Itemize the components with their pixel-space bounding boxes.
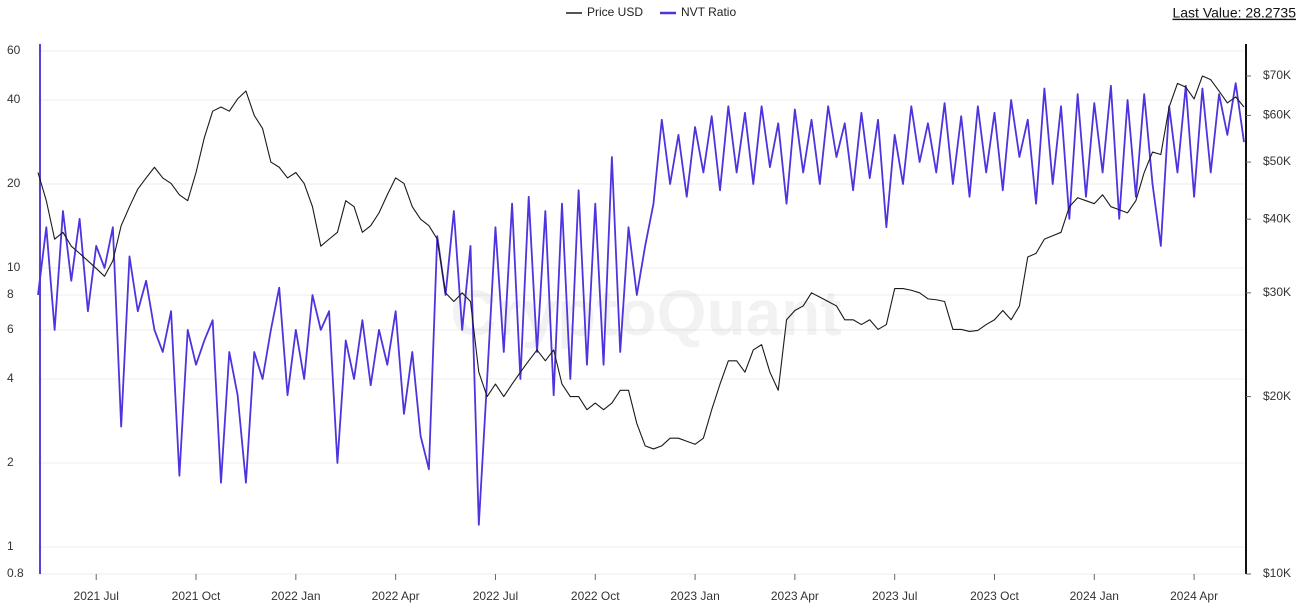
x-tick-label: 2024 Apr [1170,589,1218,603]
y2-tick-label: $40K [1263,211,1291,225]
watermark: CryptoQuant [450,277,841,349]
series-line [37,82,1245,526]
y-tick-label: 6 [7,322,14,336]
y2-tick-label: $70K [1263,68,1291,82]
legend-label[interactable]: Price USD [587,5,643,19]
x-tick-label: 2023 Oct [970,589,1019,603]
y-tick-label: 20 [7,176,21,190]
y-tick-label: 0.8 [7,566,24,580]
x-tick-label: 2024 Jan [1070,589,1119,603]
x-tick-label: 2021 Oct [172,589,221,603]
y-tick-label: 2 [7,455,14,469]
y2-tick-label: $10K [1263,566,1291,580]
y-tick-label: 8 [7,287,14,301]
x-tick-label: 2023 Jul [872,589,917,603]
series-line [37,75,1245,450]
y2-tick-label: $20K [1263,389,1291,403]
x-tick-label: 2021 Jul [74,589,119,603]
x-tick-label: 2022 Jul [473,589,518,603]
legend-label[interactable]: NVT Ratio [681,5,736,19]
y-tick-label: 1 [7,539,14,553]
x-tick-label: 2022 Oct [571,589,620,603]
y-tick-label: 40 [7,92,21,106]
y-tick-label: 60 [7,43,21,57]
x-tick-label: 2022 Jan [271,589,320,603]
y2-tick-label: $30K [1263,285,1291,299]
grid [38,50,1244,575]
y-tick-label: 4 [7,371,14,385]
y2-tick-label: $60K [1263,108,1291,122]
y2-tick-label: $50K [1263,154,1291,168]
y-tick-label: 10 [7,260,21,274]
x-tick-label: 2023 Jan [670,589,719,603]
x-tick-label: 2023 Apr [771,589,819,603]
x-tick-label: 2022 Apr [372,589,420,603]
last-value: Last Value: 28.2735 [1172,5,1296,21]
